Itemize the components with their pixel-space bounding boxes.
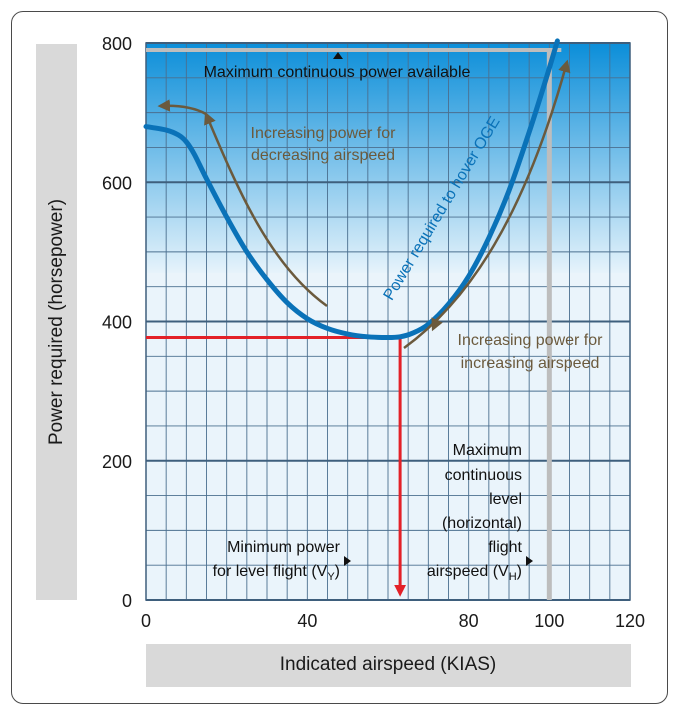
x-axis-label-bar bbox=[146, 644, 631, 687]
vh-label-line: continuous bbox=[445, 467, 522, 484]
vh-label-line: flight bbox=[488, 539, 522, 556]
y-axis-label-bar bbox=[36, 44, 77, 600]
vh-pointer-triangle bbox=[526, 556, 533, 566]
power-required-curve bbox=[143, 38, 560, 341]
x-axis-label: Indicated airspeed (KIAS) bbox=[279, 654, 497, 675]
vy-label-line: Minimum power bbox=[227, 539, 341, 556]
x-tick-label: 0 bbox=[141, 611, 151, 631]
vh-label-line: (horizontal) bbox=[442, 515, 522, 532]
vh-label-last: airspeed (VH) bbox=[427, 563, 522, 583]
vh-label-line: Maximum bbox=[453, 442, 522, 459]
x-tick-label: 40 bbox=[297, 611, 317, 631]
vh-label-line: level bbox=[489, 491, 522, 508]
y-tick-label: 400 bbox=[102, 313, 132, 333]
vy-label-last: for level flight (VY) bbox=[213, 563, 340, 583]
y-tick-label: 800 bbox=[102, 34, 132, 54]
decreasing-airspeed-arrow bbox=[204, 111, 328, 308]
x-tick-label: 80 bbox=[459, 611, 479, 631]
y-tick-label: 200 bbox=[102, 452, 132, 472]
annotation-decreasing-line: decreasing airspeed bbox=[251, 147, 395, 164]
max-continuous-power-label: Maximum continuous power available bbox=[204, 64, 471, 81]
annotation-decreasing-line: Increasing power for bbox=[251, 125, 397, 142]
decreasing-airspeed-arrow-tip bbox=[157, 99, 207, 116]
increasing-airspeed-leader bbox=[431, 317, 443, 332]
mcp-pointer-triangle bbox=[333, 52, 343, 59]
increasing-airspeed-arrow bbox=[403, 59, 571, 350]
annotation-increasing-line: increasing airspeed bbox=[461, 355, 600, 372]
y-tick-label: 600 bbox=[102, 173, 132, 193]
annotation-increasing-line: Increasing power for bbox=[458, 332, 604, 349]
vy-pointer-triangle bbox=[344, 556, 351, 566]
x-tick-label: 100 bbox=[534, 611, 564, 631]
plot-border bbox=[145, 42, 631, 601]
x-tick-label: 120 bbox=[615, 611, 645, 631]
y-tick-label: 0 bbox=[122, 591, 132, 611]
